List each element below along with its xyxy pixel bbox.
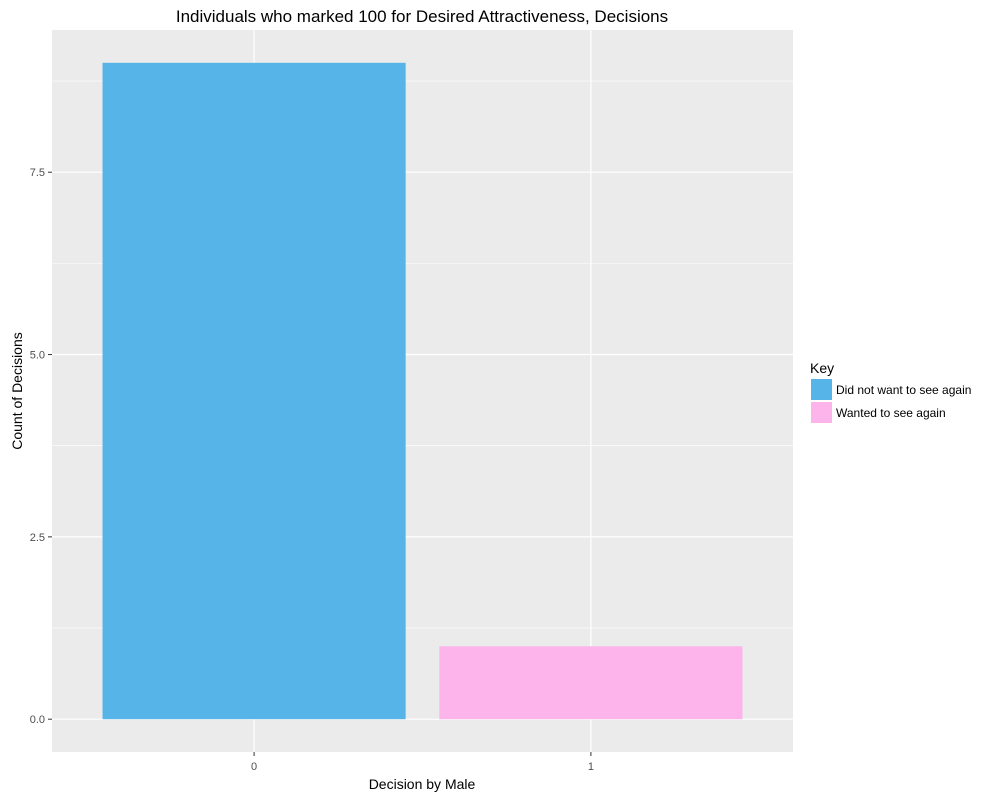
legend-swatch xyxy=(811,402,832,423)
bars xyxy=(102,62,743,720)
y-tick-label: 5.0 xyxy=(30,350,45,362)
y-tick-label: 7.5 xyxy=(30,167,45,179)
x-tick-label: 0 xyxy=(251,761,257,773)
y-axis-ticks: 0.0 2.5 5.0 7.5 xyxy=(30,167,52,726)
legend-label: Did not want to see again xyxy=(836,383,971,397)
x-tick-label: 1 xyxy=(588,761,594,773)
bar-0 xyxy=(102,62,406,720)
legend-swatch xyxy=(811,379,832,400)
chart-title: Individuals who marked 100 for Desired A… xyxy=(176,7,668,26)
x-axis-title: Decision by Male xyxy=(369,776,476,792)
y-tick-label: 2.5 xyxy=(30,532,45,544)
legend-label: Wanted to see again xyxy=(836,406,946,420)
bar-1 xyxy=(439,646,743,720)
legend: Key Did not want to see again Wanted to s… xyxy=(810,360,971,423)
y-tick-label: 0.0 xyxy=(30,714,45,726)
legend-title: Key xyxy=(810,360,834,376)
y-axis-title: Count of Decisions xyxy=(9,332,25,450)
